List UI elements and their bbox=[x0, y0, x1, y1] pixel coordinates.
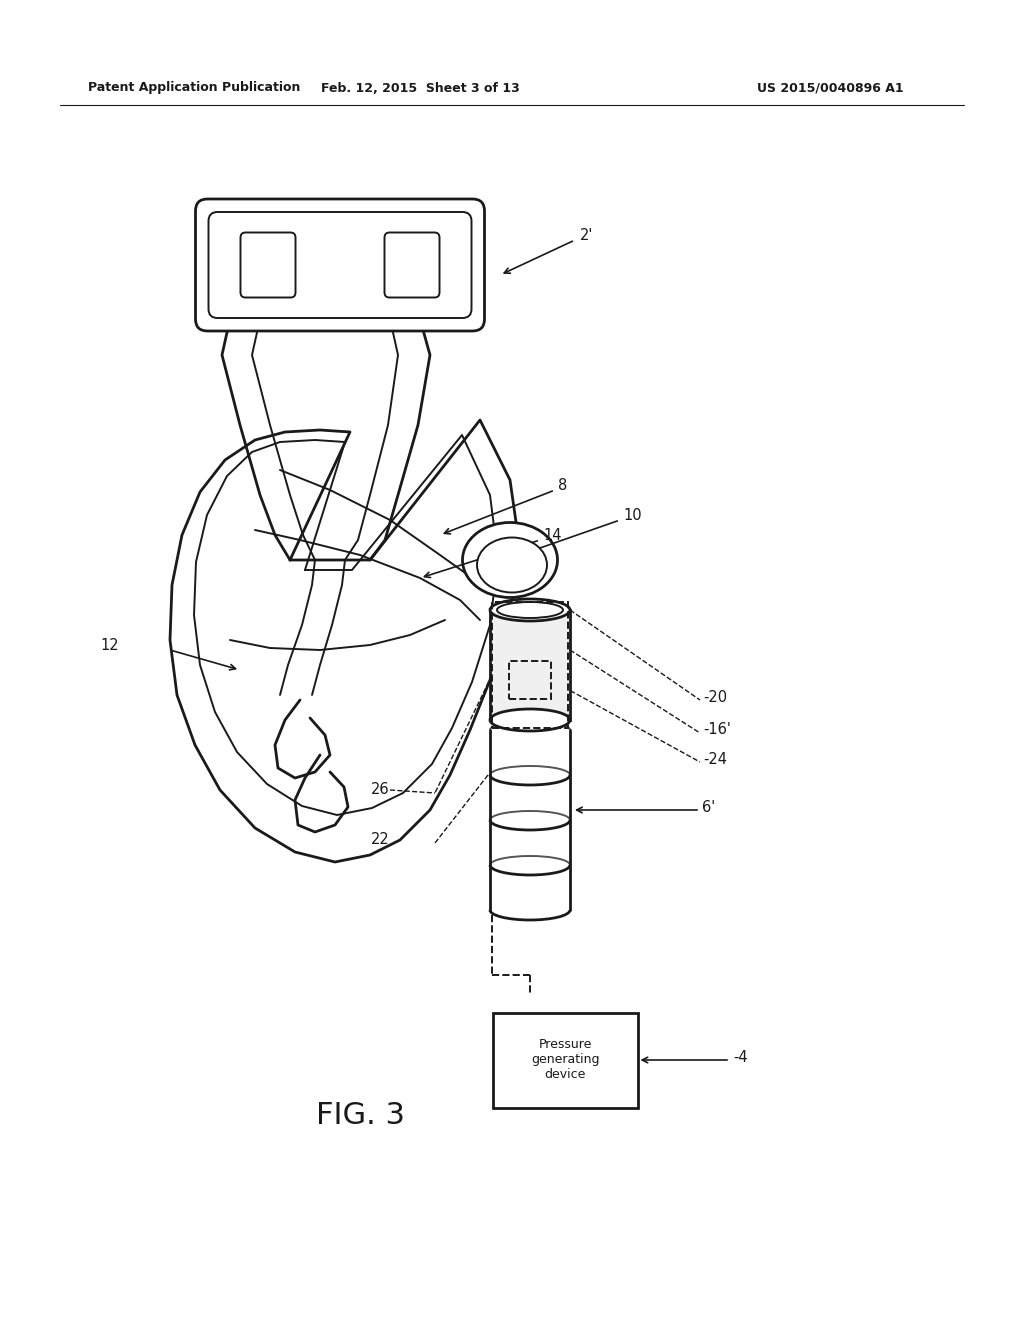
Text: 2': 2' bbox=[580, 227, 593, 243]
Bar bbox=[509, 661, 551, 700]
Text: 10: 10 bbox=[623, 507, 642, 523]
Text: Feb. 12, 2015  Sheet 3 of 13: Feb. 12, 2015 Sheet 3 of 13 bbox=[321, 82, 519, 95]
FancyBboxPatch shape bbox=[209, 213, 471, 318]
Text: 26: 26 bbox=[372, 783, 390, 797]
Ellipse shape bbox=[490, 709, 570, 731]
Bar bbox=[492, 602, 568, 729]
Text: 6': 6' bbox=[702, 800, 715, 814]
Text: Pressure
generating
device: Pressure generating device bbox=[530, 1039, 599, 1081]
Text: 22: 22 bbox=[372, 833, 390, 847]
Text: 12: 12 bbox=[100, 638, 119, 652]
Text: -20: -20 bbox=[703, 689, 727, 705]
Text: FIG. 3: FIG. 3 bbox=[315, 1101, 404, 1130]
Ellipse shape bbox=[490, 599, 570, 620]
FancyBboxPatch shape bbox=[241, 232, 296, 297]
Ellipse shape bbox=[477, 537, 547, 593]
Text: -24: -24 bbox=[703, 751, 727, 767]
Ellipse shape bbox=[497, 602, 563, 618]
Text: 14: 14 bbox=[543, 528, 561, 543]
Bar bbox=[493, 1012, 638, 1107]
Text: US 2015/0040896 A1: US 2015/0040896 A1 bbox=[757, 82, 903, 95]
Text: 8: 8 bbox=[558, 478, 567, 492]
FancyBboxPatch shape bbox=[196, 199, 484, 331]
Text: -16': -16' bbox=[703, 722, 731, 738]
Text: Patent Application Publication: Patent Application Publication bbox=[88, 82, 300, 95]
FancyBboxPatch shape bbox=[384, 232, 439, 297]
Ellipse shape bbox=[463, 523, 557, 598]
Bar bbox=[490, 610, 570, 719]
Text: -4: -4 bbox=[733, 1049, 748, 1064]
